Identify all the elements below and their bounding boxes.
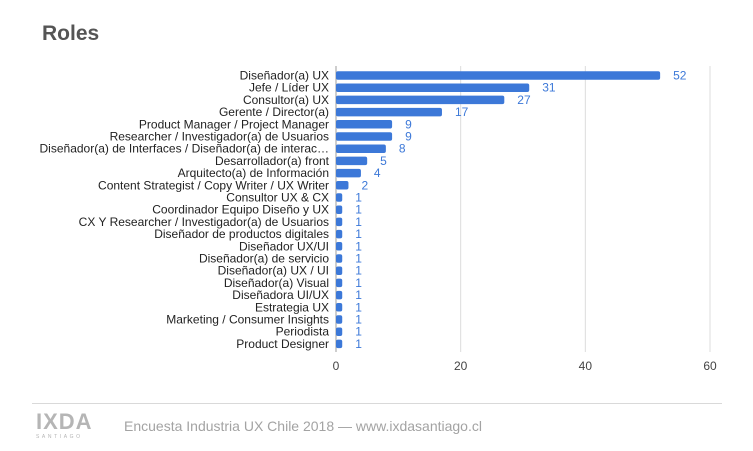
bar-10 <box>336 193 343 202</box>
category-label-4: Product Manager / Project Manager <box>139 117 329 131</box>
bar-9 <box>336 181 349 190</box>
bar-2 <box>336 95 505 105</box>
value-label-3: 17 <box>455 105 469 119</box>
category-label-20: Marketing / Consumer Insights <box>166 313 329 327</box>
bar-17 <box>336 278 343 288</box>
bar-14 <box>336 242 343 251</box>
bar-11 <box>336 205 343 214</box>
category-label-10: Consultor UX & CX <box>226 191 329 205</box>
bar-6 <box>336 144 386 153</box>
value-label-10: 1 <box>355 191 362 205</box>
category-label-0: Diseñador(a) UX <box>240 69 329 83</box>
value-label-13: 1 <box>355 227 362 241</box>
x-tick-0: 0 <box>333 359 340 373</box>
value-label-5: 9 <box>405 130 412 144</box>
bar-16 <box>336 266 343 275</box>
category-label-17: Diseñador(a) Visual <box>224 276 329 290</box>
category-label-8: Arquitecto(a) de Información <box>178 166 329 180</box>
bar-19 <box>336 303 343 312</box>
logo-subtext: SANTIAGO <box>36 434 83 440</box>
category-label-16: Diseñador(a) UX / UI <box>218 264 329 278</box>
category-label-19: Estrategia UX <box>255 300 329 314</box>
category-label-9: Content Strategist / Copy Writer / UX Wr… <box>98 178 329 192</box>
bar-3 <box>336 107 442 117</box>
category-label-3: Gerente / Director(a) <box>219 105 329 119</box>
value-label-8: 4 <box>374 166 381 180</box>
value-label-11: 1 <box>355 203 362 217</box>
category-label-21: Periodista <box>276 325 330 339</box>
bar-18 <box>336 290 343 300</box>
value-label-16: 1 <box>355 264 362 278</box>
value-label-14: 1 <box>355 239 362 253</box>
x-tick-60: 60 <box>703 359 717 373</box>
category-label-22: Product Designer <box>236 337 329 351</box>
value-label-7: 5 <box>380 154 387 168</box>
value-label-22: 1 <box>355 337 362 351</box>
value-label-1: 31 <box>542 81 556 95</box>
value-label-6: 8 <box>399 142 406 156</box>
bar-12 <box>336 217 343 227</box>
value-label-9: 2 <box>361 178 368 192</box>
bar-21 <box>336 327 343 336</box>
bar-13 <box>336 229 343 239</box>
category-label-13: Diseñador de productos digitales <box>154 227 329 241</box>
category-label-2: Consultor(a) UX <box>243 93 329 107</box>
x-tick-40: 40 <box>579 359 593 373</box>
category-label-5: Researcher / Investigador(a) de Usuarios <box>110 130 329 144</box>
category-label-15: Diseñador(a) de servicio <box>199 252 329 266</box>
value-label-12: 1 <box>355 215 362 229</box>
category-label-7: Desarrollador(a) front <box>215 154 330 168</box>
value-label-18: 1 <box>355 288 362 302</box>
x-axis-ticks: 0 20 40 60 <box>333 359 717 373</box>
value-label-21: 1 <box>355 325 362 339</box>
bar-0 <box>336 71 661 80</box>
bar-22 <box>336 339 343 349</box>
ixda-logo: IXDA SANTIAGO <box>36 411 100 443</box>
value-label-0: 52 <box>673 69 687 83</box>
bar-15 <box>336 254 343 263</box>
category-label-18: Diseñadora UI/UX <box>232 288 329 302</box>
bar-1 <box>336 83 530 92</box>
value-label-2: 27 <box>517 93 531 107</box>
x-tick-20: 20 <box>454 359 468 373</box>
value-label-19: 1 <box>355 300 362 314</box>
chart-title: Roles <box>42 22 100 45</box>
category-label-11: Coordinador Equipo Diseño y UX <box>152 203 329 217</box>
bars <box>336 71 661 349</box>
footer-source-text: Encuesta Industria UX Chile 2018 — www.i… <box>124 418 482 434</box>
value-label-15: 1 <box>355 252 362 266</box>
value-label-17: 1 <box>355 276 362 290</box>
value-label-20: 1 <box>355 313 362 327</box>
category-label-14: Diseñador UX/UI <box>239 239 329 253</box>
category-label-6: Diseñador(a) de Interfaces / Diseñador(a… <box>40 142 329 156</box>
footer-divider <box>32 403 722 404</box>
bar-8 <box>336 168 361 178</box>
bar-5 <box>336 132 393 141</box>
category-label-12: CX Y Researcher / Investigador(a) de Usu… <box>79 215 329 229</box>
category-label-1: Jefe / Líder UX <box>249 81 329 95</box>
bar-4 <box>336 120 393 129</box>
bar-7 <box>336 156 368 166</box>
value-label-4: 9 <box>405 117 412 131</box>
logo-text: IXDA <box>36 409 93 434</box>
bar-20 <box>336 315 343 324</box>
